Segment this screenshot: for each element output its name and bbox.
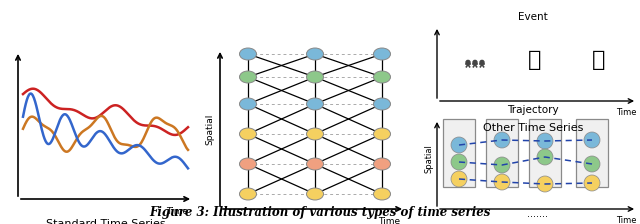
Circle shape — [584, 132, 600, 148]
Ellipse shape — [307, 48, 323, 60]
Ellipse shape — [239, 188, 257, 200]
Ellipse shape — [307, 188, 323, 200]
Ellipse shape — [239, 48, 257, 60]
Text: Time: Time — [616, 108, 637, 117]
Ellipse shape — [374, 188, 390, 200]
FancyBboxPatch shape — [443, 119, 475, 187]
Text: 🎊: 🎊 — [528, 50, 541, 70]
Circle shape — [537, 176, 553, 192]
Circle shape — [584, 175, 600, 191]
FancyBboxPatch shape — [486, 119, 518, 187]
Ellipse shape — [374, 98, 390, 110]
Ellipse shape — [374, 158, 390, 170]
Ellipse shape — [374, 128, 390, 140]
Text: Spatial: Spatial — [424, 144, 433, 173]
Circle shape — [480, 60, 484, 65]
Text: Other Time Series: Other Time Series — [483, 123, 583, 133]
Ellipse shape — [307, 98, 323, 110]
Circle shape — [537, 149, 553, 165]
Text: Figure 3: Illustration of various types of time series: Figure 3: Illustration of various types … — [149, 206, 491, 219]
Ellipse shape — [374, 48, 390, 60]
Ellipse shape — [239, 71, 257, 83]
Ellipse shape — [374, 71, 390, 83]
Circle shape — [473, 60, 477, 65]
Circle shape — [451, 154, 467, 170]
Circle shape — [451, 171, 467, 187]
Ellipse shape — [307, 158, 323, 170]
Circle shape — [494, 157, 510, 173]
FancyBboxPatch shape — [529, 119, 561, 187]
Text: Standard Time Series: Standard Time Series — [45, 219, 165, 224]
Circle shape — [494, 132, 510, 148]
Text: Spatial: Spatial — [205, 113, 214, 145]
Text: Time: Time — [616, 216, 637, 224]
Text: Time: Time — [166, 207, 188, 216]
Ellipse shape — [239, 158, 257, 170]
Ellipse shape — [239, 128, 257, 140]
FancyBboxPatch shape — [576, 119, 608, 187]
Text: Trajectory: Trajectory — [507, 105, 559, 115]
Circle shape — [584, 156, 600, 172]
Text: Time: Time — [378, 217, 400, 224]
Circle shape — [494, 174, 510, 190]
Ellipse shape — [307, 128, 323, 140]
Text: 💹: 💹 — [592, 50, 605, 70]
Circle shape — [466, 60, 470, 65]
Circle shape — [537, 133, 553, 149]
Circle shape — [451, 137, 467, 153]
Ellipse shape — [307, 71, 323, 83]
Text: Event: Event — [518, 12, 548, 22]
Text: .......: ....... — [527, 209, 547, 219]
Ellipse shape — [239, 98, 257, 110]
